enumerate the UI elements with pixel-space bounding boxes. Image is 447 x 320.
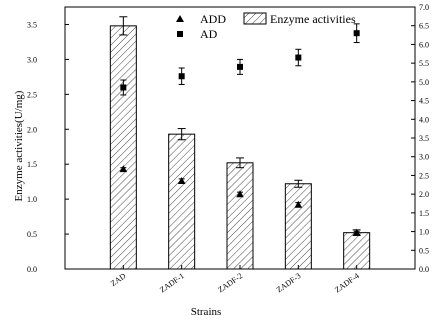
point-ad bbox=[295, 54, 302, 61]
y-tick-label: 2.0 bbox=[27, 125, 37, 134]
legend-marker-bars bbox=[243, 12, 267, 25]
point-add bbox=[177, 176, 186, 184]
marker-series bbox=[119, 23, 361, 236]
y-tick-label: 1.5 bbox=[27, 160, 37, 169]
y2-tick-label: 1.5 bbox=[419, 209, 429, 218]
y2-tick-label: 4.0 bbox=[419, 115, 429, 124]
y2-tick-label: 4.5 bbox=[419, 97, 429, 106]
bar-series bbox=[109, 16, 371, 270]
point-ad bbox=[353, 30, 360, 37]
point-ad bbox=[178, 73, 185, 80]
point-add bbox=[119, 165, 128, 173]
y-tick-label: 3.0 bbox=[27, 55, 37, 64]
y-tick-label: 2.5 bbox=[27, 90, 37, 99]
y-axis-title: Enzyme activities(U/mg) bbox=[13, 90, 25, 201]
y2-tick-label: 6.0 bbox=[419, 40, 429, 49]
x-tick-label: ZADF-2 bbox=[216, 271, 244, 294]
y2-tick-label: 3.0 bbox=[419, 153, 429, 162]
y2-tick-label: 0.5 bbox=[419, 246, 429, 255]
point-add bbox=[294, 200, 303, 208]
y2-tick-label: 1.0 bbox=[419, 228, 429, 237]
y2-tick-label: 2.0 bbox=[419, 190, 429, 199]
legend-label-bars: Enzyme activities bbox=[270, 12, 356, 26]
legend: ADD Enzyme activities AD bbox=[176, 12, 356, 41]
y-tick-label: 3.5 bbox=[27, 20, 37, 29]
y-tick-label: 0.5 bbox=[27, 230, 37, 239]
point-ad bbox=[120, 84, 127, 91]
point-add bbox=[236, 190, 244, 198]
y2-tick-label: 7.0 bbox=[419, 3, 429, 12]
point-ad bbox=[237, 63, 243, 70]
y-axis-right: 0.0 0.5 1.0 1.5 2.0 2.5 3.0 3.5 4.0 4.5 5.0 5.5 6.0 6… bbox=[411, 3, 429, 274]
bar bbox=[284, 183, 312, 270]
legend-label-ad: AD bbox=[200, 27, 218, 41]
bar bbox=[343, 232, 371, 270]
x-tick-label: ZAD bbox=[109, 271, 128, 288]
y2-tick-label: 2.5 bbox=[419, 171, 429, 180]
bar bbox=[168, 133, 196, 270]
x-tick-label: ZADF-1 bbox=[158, 271, 186, 294]
point-add bbox=[352, 228, 361, 236]
legend-marker-ad bbox=[177, 31, 183, 37]
y2-tick-label: 5.5 bbox=[419, 59, 429, 68]
legend-marker-add bbox=[176, 15, 184, 22]
y2-tick-label: 3.5 bbox=[419, 134, 429, 143]
x-tick-label: ZADF-4 bbox=[333, 271, 361, 294]
x-axis-title: Strains bbox=[191, 306, 222, 318]
y2-tick-label: 6.5 bbox=[419, 22, 429, 31]
bar bbox=[109, 25, 137, 270]
y2-tick-label: 0.0 bbox=[419, 265, 429, 274]
y-tick-label: 0.0 bbox=[27, 265, 37, 274]
bar bbox=[226, 162, 254, 270]
y2-tick-label: 5.0 bbox=[419, 78, 429, 87]
y-tick-label: 1.0 bbox=[27, 195, 37, 204]
x-tick-label: ZADF-3 bbox=[275, 271, 303, 294]
y-axis-left: 0.0 0.5 1.0 1.5 2.0 2.5 3.0 3.5 bbox=[27, 20, 69, 274]
legend-label-add: ADD bbox=[200, 12, 226, 26]
